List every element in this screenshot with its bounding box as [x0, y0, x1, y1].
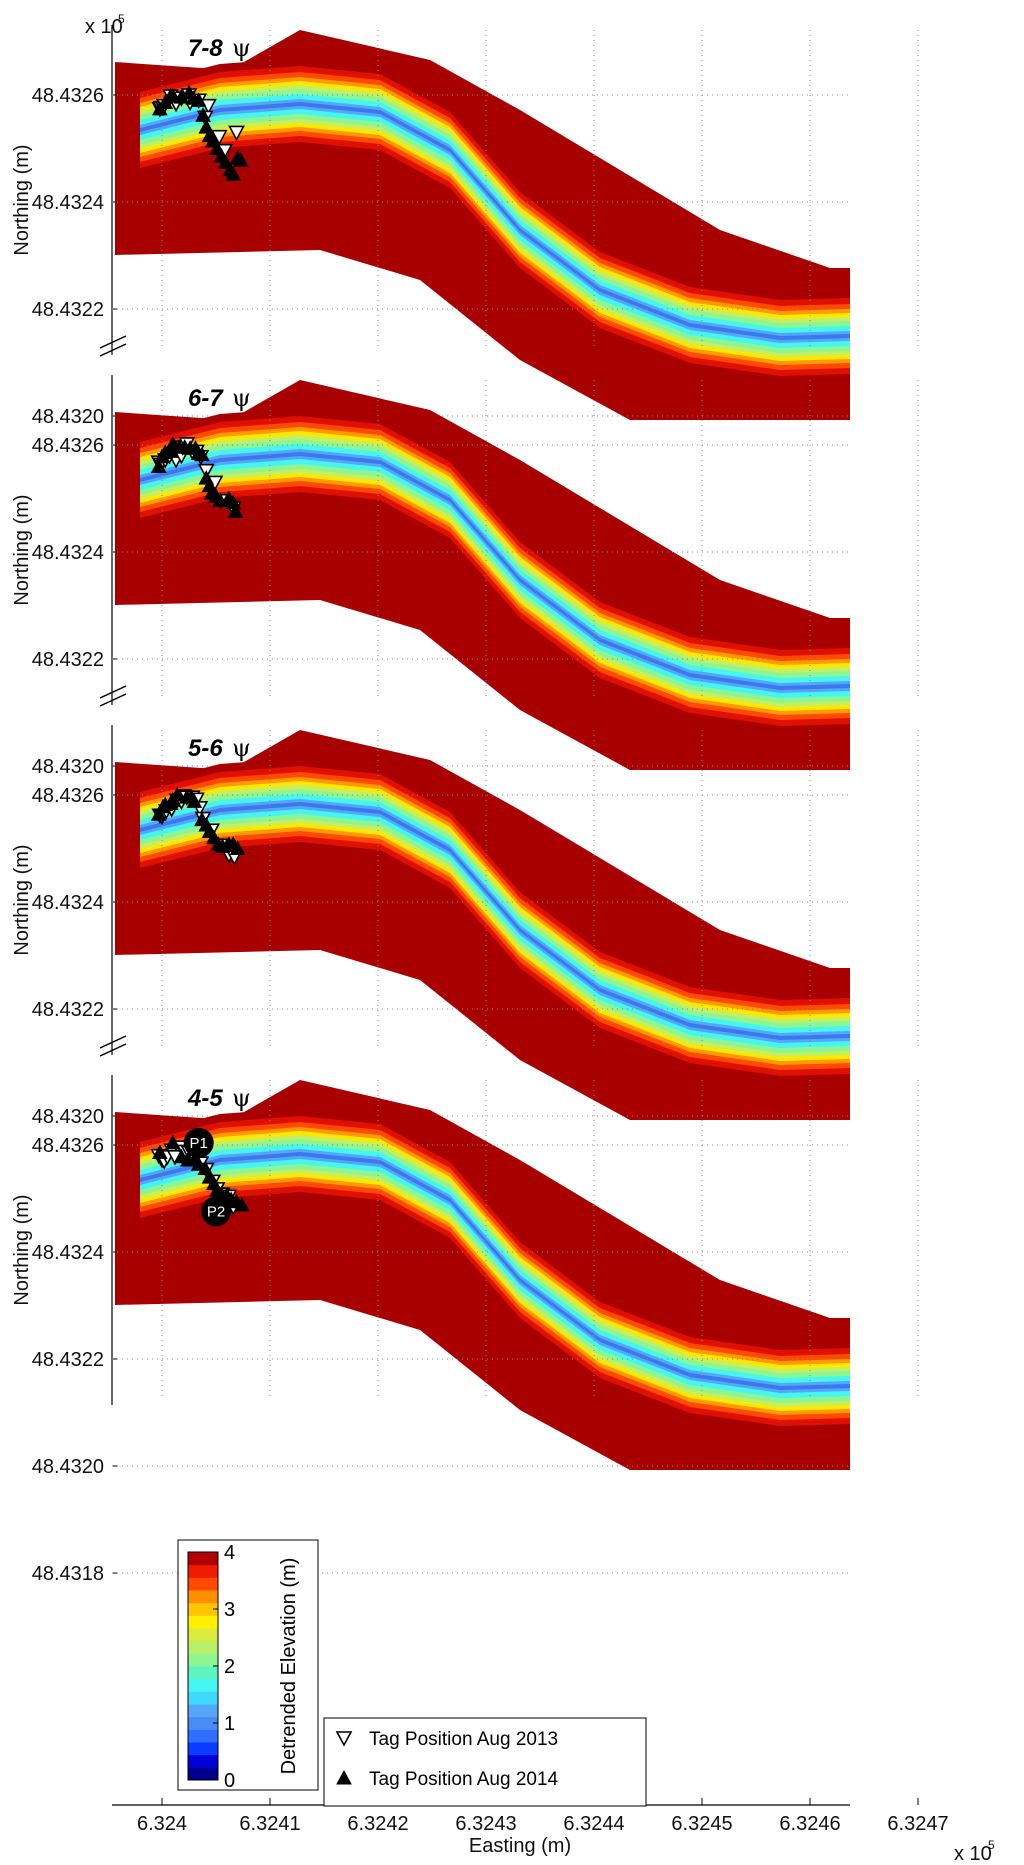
colorbar-segment [188, 1767, 218, 1781]
y-axis-label: Northing (m) [11, 494, 33, 605]
y-tick-label: 48.4318 [32, 1563, 104, 1585]
panel-title-symbol: ψ [232, 734, 251, 762]
panel-title-symbol: ψ [232, 34, 251, 62]
colorbar-segment [188, 1754, 218, 1768]
y-tick-label: 48.4326 [32, 1135, 104, 1157]
y-exponent-label: x 10 [85, 16, 123, 38]
colorbar-tick: 3 [224, 1599, 235, 1621]
x-axis: 6.324 6.3241 6.3242 6.3243 6.3244 6.3245 6.324… [112, 1798, 949, 1835]
x-tick-label: 6.324 [137, 1813, 187, 1835]
colorbar-segment [188, 1628, 218, 1642]
y-tick-label: 48.4324 [32, 192, 104, 214]
y-tick-label: 48.4320 [32, 1456, 104, 1478]
annotation-label: P2 [207, 1203, 225, 1220]
colorbar-tick: 2 [224, 1656, 235, 1678]
y-exponent-value: 5 [118, 12, 125, 26]
colorbar-segment [188, 1602, 218, 1616]
colorbar-segment [188, 1564, 218, 1578]
y-tick-label: 48.4320 [32, 756, 104, 778]
panel-title-symbol: ψ [232, 1084, 251, 1112]
colorbar-tick: 0 [224, 1770, 235, 1792]
panel-6-7: 48.4326 48.4324 48.4322 48.4320 Northing (m)… [11, 335, 919, 778]
annotation-P2 [201, 1196, 231, 1227]
colorbar-segment [188, 1742, 218, 1756]
x-tick-label: 6.3246 [779, 1813, 840, 1835]
panel-5-6: 48.4326 48.4324 48.4322 48.4320 Northing (m)… [11, 685, 919, 1128]
y-tick-label: 48.4326 [32, 435, 104, 457]
y-axis-label: Northing (m) [11, 844, 33, 955]
y-tick-label: 48.4322 [32, 299, 104, 321]
elevation-band [140, 781, 850, 1061]
elevation-band [140, 94, 850, 348]
x-exponent-value: 5 [988, 1838, 995, 1852]
colorbar-segment [188, 1640, 218, 1654]
y-tick-label: 48.4326 [32, 85, 104, 107]
colorbar-segment [188, 1678, 218, 1692]
colorbar-segment [188, 1704, 218, 1718]
colorbar-segment [188, 1716, 218, 1730]
colorbar-segment [188, 1590, 218, 1604]
y-tick-label: 48.4324 [32, 1242, 104, 1264]
y-tick-label: 48.4324 [32, 542, 104, 564]
x-tick-label: 6.3242 [347, 1813, 408, 1835]
colorbar-segment [188, 1615, 218, 1629]
colorbar: 0 1 2 3 4 Detrended Elevation (m) [177, 1539, 319, 1792]
annotation-P1 [183, 1127, 214, 1158]
y-tick-label: 48.4324 [32, 892, 104, 914]
y-axis-label: Northing (m) [11, 1194, 33, 1305]
y-tick-label: 48.4322 [32, 999, 104, 1021]
elevation-band [140, 81, 850, 361]
y-tick-label: 48.4326 [32, 785, 104, 807]
y-axis-label: Northing (m) [11, 144, 33, 255]
panel-title: 6-7 [188, 385, 224, 412]
legend-label-2013: Tag Position Aug 2013 [369, 1729, 558, 1750]
colorbar-segment [188, 1729, 218, 1743]
colorbar-segment [188, 1653, 218, 1667]
colorbar-segment [188, 1666, 218, 1680]
x-tick-label: 6.3247 [887, 1813, 948, 1835]
colorbar-label: Detrended Elevation (m) [278, 1558, 300, 1775]
panel-title: 7-8 [188, 35, 223, 62]
x-axis-label: Easting (m) [469, 1835, 571, 1857]
y-tick-label: 48.4322 [32, 1349, 104, 1371]
y-tick-label: 48.4322 [32, 649, 104, 671]
panel-title-symbol: ψ [232, 384, 251, 412]
legend: Tag Position Aug 2013 Tag Position Aug 2… [323, 1717, 647, 1807]
elevation-band [140, 794, 850, 1048]
panel-title: 4-5 [187, 1085, 223, 1112]
panel-7-8: 48.4326 48.4324 48.4322 48.4320 Northing (m)… [11, 25, 919, 428]
colorbar-tick: 1 [224, 1713, 235, 1735]
elevation-band [140, 1131, 850, 1411]
x-exponent-label: x 10 [954, 1843, 992, 1865]
x-tick-label: 6.3241 [239, 1813, 300, 1835]
colorbar-tick: 4 [224, 1542, 235, 1564]
x-tick-label: 6.3244 [563, 1813, 624, 1835]
colorbar-segment [188, 1577, 218, 1591]
x-tick-label: 6.3243 [455, 1813, 516, 1835]
elevation-band [140, 431, 850, 711]
colorbar-segment [188, 1552, 218, 1566]
colorbar-segment [188, 1691, 218, 1705]
panel-4-5: 48.4326 48.4324 48.4322 48.4320 48.4318 North… [11, 1035, 919, 1585]
x-tick-label: 6.3245 [671, 1813, 732, 1835]
legend-label-2014: Tag Position Aug 2014 [369, 1769, 559, 1790]
y-tick-label: 48.4320 [32, 1106, 104, 1128]
y-tick-label: 48.4320 [32, 406, 104, 428]
annotation-label: P1 [190, 1135, 208, 1152]
panel-title: 5-6 [188, 735, 223, 762]
